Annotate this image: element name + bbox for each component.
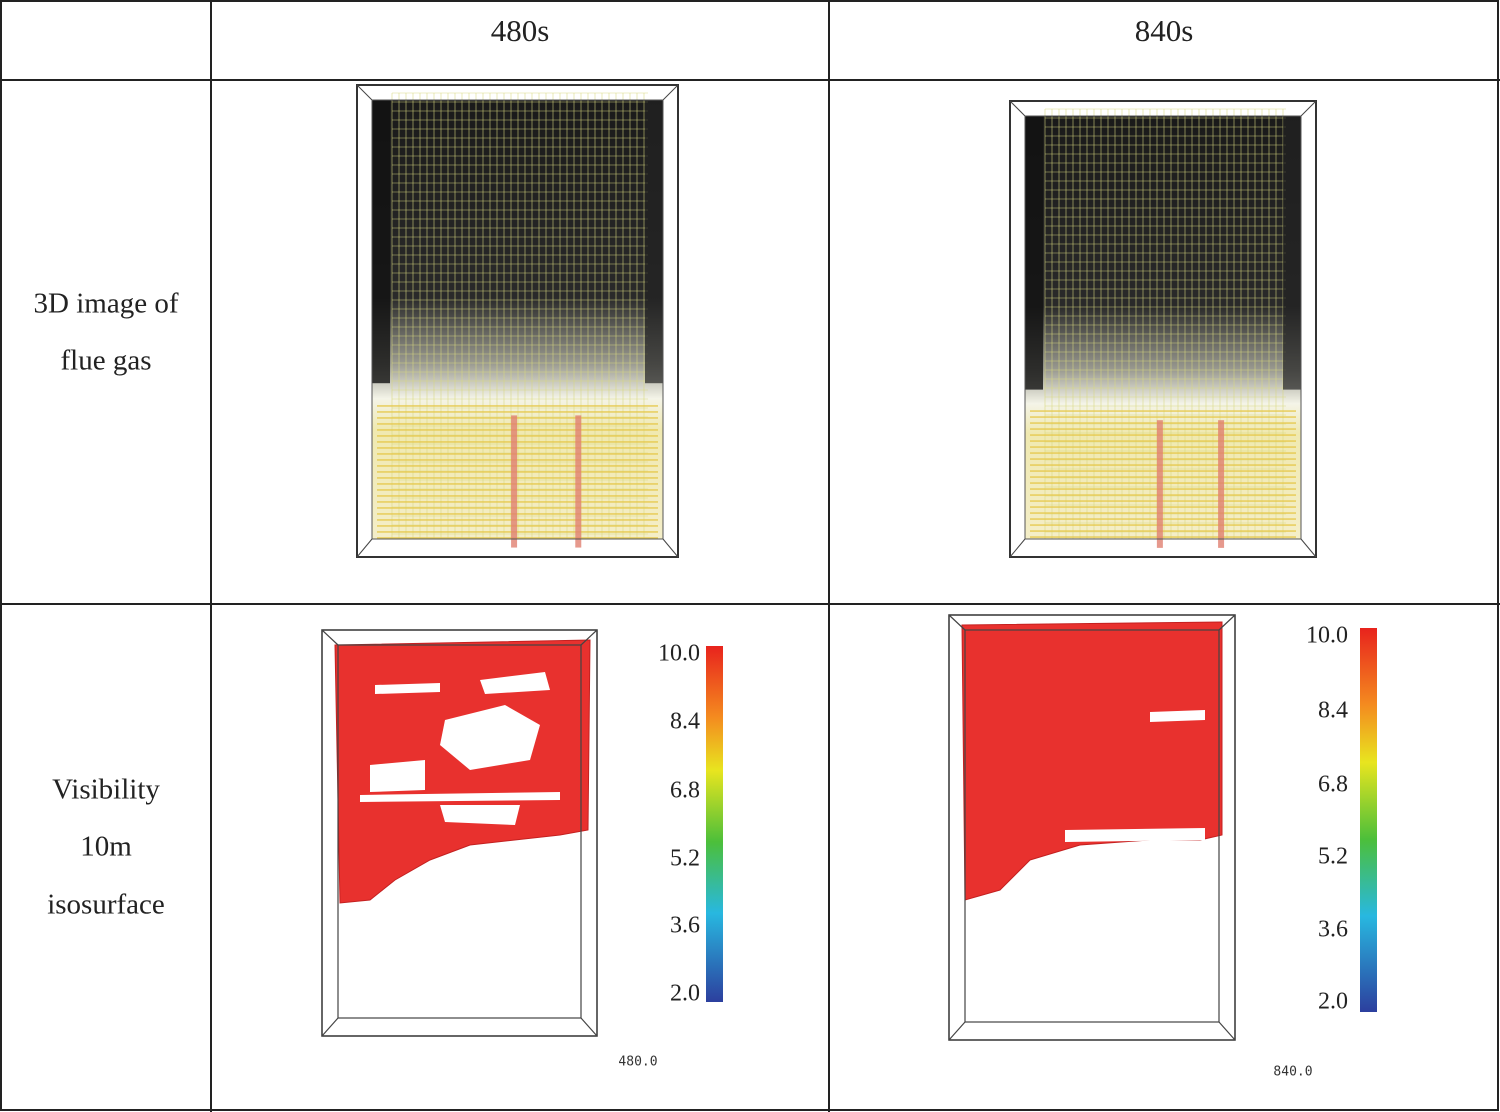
colorbar-tick-label: 6.8 [1318, 772, 1348, 798]
colorbar [706, 646, 723, 1002]
timestamp: 840.0 [1273, 1065, 1312, 1080]
smoke [372, 100, 663, 539]
row-label: flue gas [61, 345, 152, 377]
pipe [1156, 420, 1163, 548]
side [1025, 116, 1043, 390]
edge [580, 629, 598, 646]
pipe [511, 415, 518, 548]
timestamp: 480.0 [618, 1055, 657, 1070]
visibility-image: 10.0 8.4 6.8 5.2 3.6 2.0 480.0 [321, 629, 723, 1070]
colorbar-tick-label: 3.6 [1318, 917, 1348, 943]
edge [1300, 538, 1317, 558]
gap [1150, 710, 1205, 722]
isosurface [334, 639, 591, 904]
outer [321, 629, 598, 1037]
colorbar-tick-label: 2.0 [1318, 989, 1348, 1015]
colorbar-tick-label: 5.2 [1318, 844, 1348, 870]
colorbar-tick-label: 8.4 [670, 709, 700, 735]
colorbar-tick-label: 2.0 [670, 981, 700, 1007]
pipe [1218, 420, 1225, 548]
edge [356, 538, 373, 558]
inner [371, 99, 664, 540]
colorbar-tick-label: 6.8 [670, 778, 700, 804]
column-header: 480s [491, 13, 550, 48]
inner [337, 644, 582, 1019]
gap [440, 705, 540, 770]
inner [1024, 115, 1302, 540]
outer [1009, 100, 1317, 558]
edge [662, 84, 679, 101]
edge [1218, 614, 1236, 631]
gap [360, 792, 560, 802]
row-label: isosurface [47, 889, 165, 921]
side [645, 100, 663, 384]
visibility-image: 10.0 8.4 6.8 5.2 3.6 2.0 840.0 [948, 614, 1377, 1080]
edge [662, 538, 679, 558]
outer [948, 614, 1236, 1041]
outer [356, 84, 679, 558]
gap [480, 672, 550, 694]
side [372, 100, 390, 384]
row-label: 3D image of [34, 288, 179, 320]
edge [1300, 100, 1317, 117]
side [1283, 116, 1301, 390]
colorbar-tick-label: 10.0 [658, 641, 700, 667]
column-header: 840s [1135, 13, 1194, 48]
images: 10.0 8.4 6.8 5.2 3.6 2.0 480.0 10.0 8.4 6.8 5.2 3.6… [321, 84, 1377, 1080]
isosurface [961, 621, 1223, 901]
edge [356, 84, 373, 101]
colorbar-tick-label: 10.0 [1306, 623, 1348, 649]
flue-gas-image [356, 84, 679, 558]
flue-gas-image [1009, 100, 1317, 558]
edge [1009, 538, 1026, 558]
colorbar-tick-label: 5.2 [670, 846, 700, 872]
colorbar-tick-label: 8.4 [1318, 698, 1348, 724]
inner [964, 629, 1220, 1023]
edge [948, 614, 966, 631]
gap [375, 683, 440, 694]
colorbar-tick-label: 3.6 [670, 913, 700, 939]
edge [1009, 100, 1026, 117]
gap [370, 760, 425, 792]
gap [440, 805, 520, 825]
colorbar [1360, 628, 1377, 1012]
row-label: 10m [80, 831, 132, 863]
pipe [575, 415, 582, 548]
edge [321, 1017, 339, 1037]
gap [1065, 828, 1205, 842]
edge [948, 1021, 966, 1041]
edge [1218, 1021, 1236, 1041]
row-label: Visibility [52, 774, 160, 806]
edge [580, 1017, 598, 1037]
edge [321, 629, 339, 646]
